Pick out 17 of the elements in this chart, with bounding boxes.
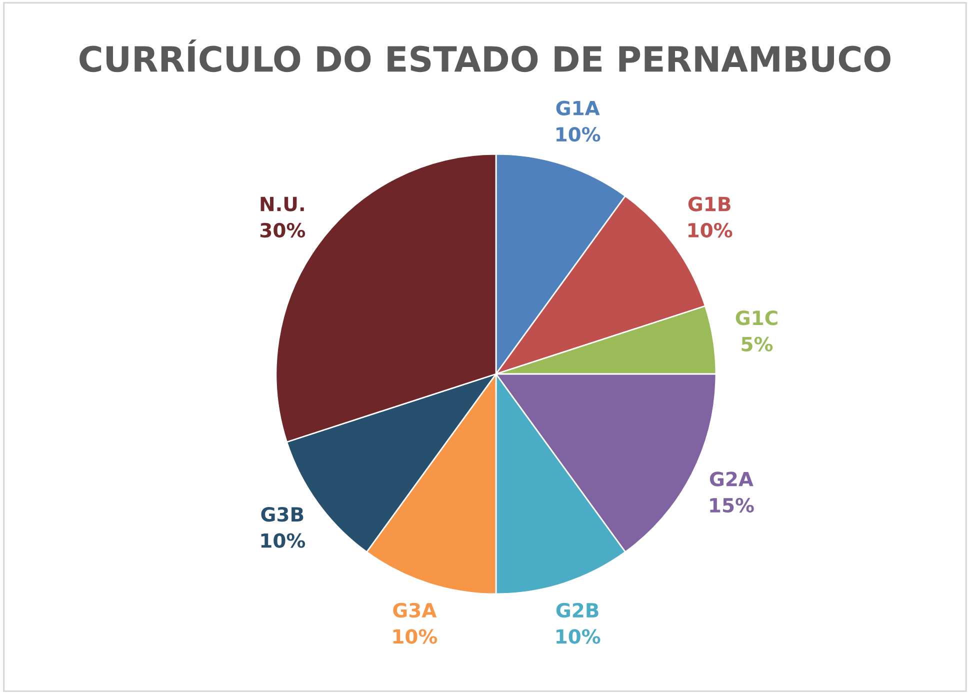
data-label: 10% <box>688 222 732 238</box>
slice-label: G3B <box>261 507 304 522</box>
data-label: 10% <box>556 629 600 644</box>
data-label: 5% <box>742 336 773 352</box>
slice-label: G3A <box>393 602 437 618</box>
slice-label: G2A <box>710 472 754 486</box>
data-label: 15% <box>710 498 754 513</box>
data-label: 10% <box>556 126 600 142</box>
slice-label: G1C <box>736 310 778 326</box>
chart-title: CURRÍCULO DO ESTADO DE PERNAMBUCO <box>80 39 890 72</box>
data-label: 10% <box>261 533 306 548</box>
slice-label: G1A <box>556 100 600 116</box>
slice-label: N.U. <box>260 196 304 212</box>
slice-label: G2B <box>556 602 598 618</box>
slice-label: G1B <box>688 196 730 212</box>
data-label: 10% <box>393 629 438 644</box>
data-label: 30% <box>260 222 306 238</box>
